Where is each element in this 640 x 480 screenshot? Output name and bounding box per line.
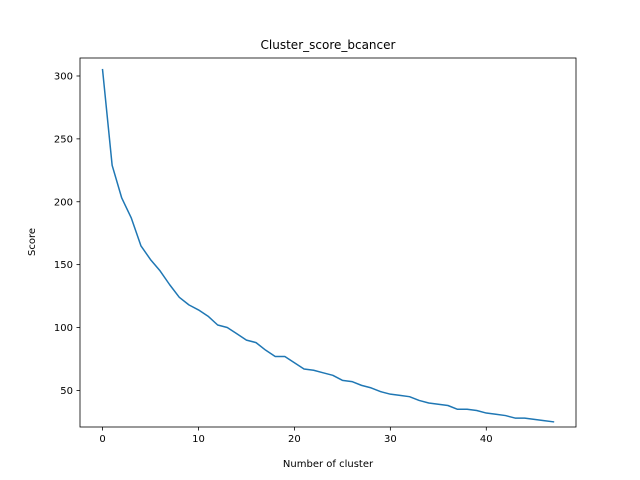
- x-tick-label: 10: [192, 434, 205, 445]
- y-tick-label: 150: [54, 260, 73, 271]
- y-tick-label: 300: [54, 71, 73, 82]
- y-tick-label: 50: [60, 386, 73, 397]
- x-tick-label: 0: [99, 434, 105, 445]
- x-axis-label: Number of cluster: [283, 459, 374, 470]
- x-tick-label: 40: [480, 434, 493, 445]
- x-tick-label: 30: [384, 434, 397, 445]
- series-line-0: [101, 68, 555, 423]
- plot-area: 0 10 20 30 40 50 100 150 200 250 300: [54, 57, 577, 445]
- y-tick-label: 200: [54, 197, 73, 208]
- y-axis-label: Score: [27, 228, 38, 256]
- x-tick-label: 20: [288, 434, 301, 445]
- y-tick-label: 250: [54, 134, 73, 145]
- y-tick-label: 100: [54, 323, 73, 334]
- plot-frame: [79, 57, 577, 428]
- chart-title: Cluster_score_bcancer: [261, 38, 396, 52]
